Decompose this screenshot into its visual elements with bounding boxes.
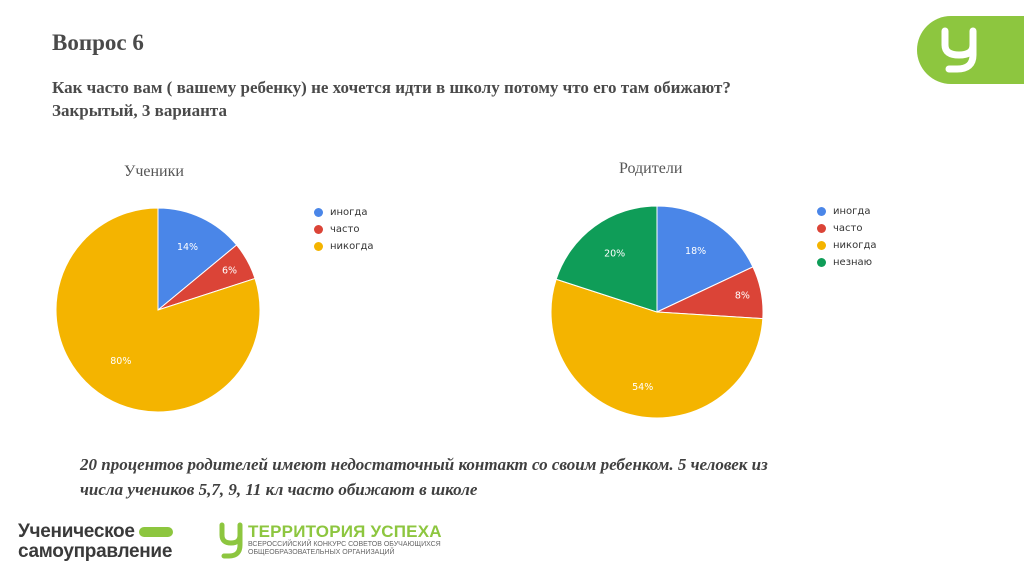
legend-dot-icon bbox=[817, 224, 826, 233]
pie-slice-label-1-1: 8% bbox=[735, 291, 750, 302]
chart-title-parents: Родители bbox=[619, 160, 683, 177]
u-mark-icon bbox=[219, 522, 243, 559]
u-logo-icon bbox=[941, 27, 977, 73]
legend-item: часто bbox=[817, 220, 877, 237]
pie-slice-label-0-1: 6% bbox=[222, 266, 237, 277]
legend-label: часто bbox=[833, 223, 863, 234]
legend-item: иногда bbox=[314, 204, 374, 221]
legend-dot-icon bbox=[817, 207, 826, 216]
pie-slice-0-2 bbox=[55, 207, 261, 413]
conclusion-line-2: числа учеников 5,7, 9, 11 кл часто обижа… bbox=[80, 480, 478, 499]
logo2-subtitle-2: ОБЩЕОБРАЗОВАТЕЛЬНЫХ ОРГАНИЗАЦИЙ bbox=[248, 549, 395, 556]
pie-slice-label-0-0: 14% bbox=[177, 242, 198, 253]
pie-slice-1-3 bbox=[555, 205, 658, 313]
pie-slice-1-2 bbox=[550, 278, 764, 419]
toggle-pill-icon bbox=[138, 526, 173, 537]
logo2-title: ТЕРРИТОРИЯ УСПЕХА bbox=[248, 522, 442, 541]
legend-item: часто bbox=[314, 221, 374, 238]
legend-label: часто bbox=[330, 224, 360, 235]
chart-title-students: Ученики bbox=[124, 163, 184, 180]
students-legend: иногда часто никогда bbox=[314, 204, 374, 255]
parents-legend: иногда часто никогда незнаю bbox=[817, 203, 877, 271]
conclusion-text: 20 процентов родителей имеют недостаточн… bbox=[80, 452, 980, 502]
logo2-subtitle-1: ВСЕРОССИЙСКИЙ КОНКУРС СОВЕТОВ ОБУЧАЮЩИХС… bbox=[248, 541, 441, 548]
pie-slice-0-0 bbox=[157, 207, 238, 312]
question-subtitle: Закрытый, 3 варианта bbox=[52, 101, 227, 120]
legend-item: никогда bbox=[817, 237, 877, 254]
legend-item: никогда bbox=[314, 238, 374, 255]
pie-slice-1-0 bbox=[656, 205, 754, 313]
legend-dot-icon bbox=[817, 241, 826, 250]
legend-item: незнаю bbox=[817, 254, 877, 271]
pie-slice-label-1-3: 20% bbox=[604, 249, 625, 260]
territory-of-success-logo: ТЕРРИТОРИЯ УСПЕХА ВСЕРОССИЙСКИЙ КОНКУРС … bbox=[218, 522, 442, 560]
legend-label: никогда bbox=[833, 240, 877, 251]
pie-slice-label-1-2: 54% bbox=[632, 382, 653, 393]
slide-heading: Вопрос 6 bbox=[52, 30, 144, 55]
legend-label: незнаю bbox=[833, 257, 873, 268]
legend-label: иногда bbox=[833, 206, 871, 217]
legend-label: иногда bbox=[330, 207, 368, 218]
logo1-line-2: самоуправление bbox=[18, 541, 173, 562]
legend-dot-icon bbox=[817, 258, 826, 267]
pie-slice-label-0-2: 80% bbox=[110, 356, 131, 367]
logo1-line-1: Ученическое bbox=[18, 521, 135, 542]
student-government-logo: Ученическое самоуправление bbox=[18, 522, 173, 562]
legend-dot-icon bbox=[314, 208, 323, 217]
corner-logo bbox=[917, 16, 1024, 84]
legend-label: никогда bbox=[330, 241, 374, 252]
conclusion-line-1: 20 процентов родителей имеют недостаточн… bbox=[80, 455, 768, 474]
legend-item: иногда bbox=[817, 203, 877, 220]
pie-slice-label-1-0: 18% bbox=[685, 246, 706, 257]
question-text: Как часто вам ( вашему ребенку) не хочет… bbox=[52, 76, 932, 122]
legend-dot-icon bbox=[314, 242, 323, 251]
question-line-1: Как часто вам ( вашему ребенку) не хочет… bbox=[52, 78, 731, 97]
legend-dot-icon bbox=[314, 225, 323, 234]
